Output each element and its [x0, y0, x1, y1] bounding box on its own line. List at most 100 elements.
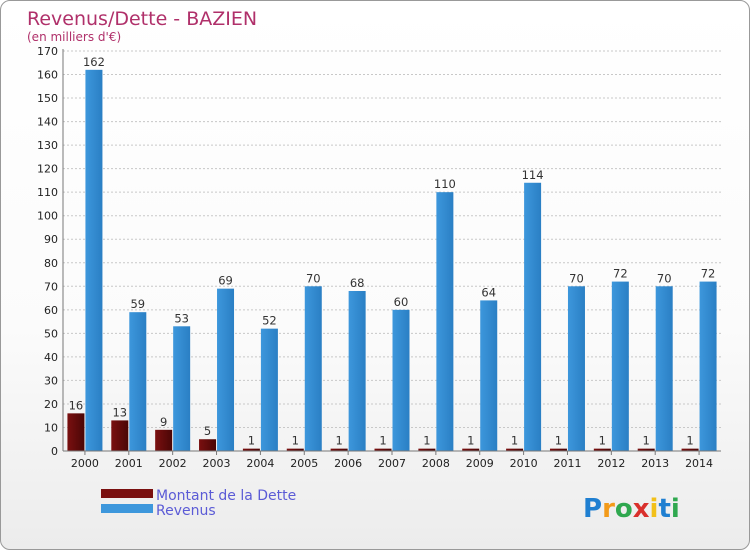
y-tick-label: 150 — [37, 92, 58, 105]
bar-dette — [155, 429, 173, 451]
bar-revenus — [699, 281, 717, 451]
y-tick-label: 100 — [37, 210, 58, 223]
data-label-dette: 1 — [292, 434, 299, 448]
data-label-dette: 1 — [248, 434, 255, 448]
bar-dette — [374, 448, 392, 451]
data-label-dette: 1 — [599, 434, 606, 448]
data-label-revenus: 60 — [394, 295, 409, 309]
legend-swatch-revenus — [101, 504, 153, 513]
bar-revenus — [173, 326, 191, 451]
y-tick-label: 30 — [44, 374, 58, 387]
data-label-dette: 1 — [467, 434, 474, 448]
bar-revenus — [655, 286, 673, 451]
data-label-revenus: 70 — [569, 271, 584, 285]
bar-dette — [506, 448, 524, 451]
legend-label-revenus: Revenus — [156, 503, 216, 519]
bar-dette — [637, 448, 655, 451]
logo-letter: x — [633, 494, 650, 524]
x-tick-label: 2000 — [71, 457, 99, 470]
logo-letter: i — [671, 494, 680, 524]
data-label-dette: 1 — [555, 434, 562, 448]
bar-revenus — [85, 69, 103, 451]
gridlines — [63, 50, 721, 428]
data-label-revenus: 53 — [174, 311, 189, 325]
logo-letter: i — [650, 494, 659, 524]
data-label-revenus: 68 — [350, 276, 365, 290]
bar-revenus — [436, 192, 454, 452]
x-tick-label: 2006 — [334, 457, 362, 470]
y-tick-label: 40 — [44, 351, 58, 364]
bar-revenus — [129, 312, 147, 451]
x-tick-label: 2003 — [203, 457, 231, 470]
y-tick-label: 120 — [37, 163, 58, 176]
legend: Montant de la Dette Revenus — [101, 488, 296, 519]
y-tick-label: 170 — [37, 45, 58, 58]
bar-revenus — [392, 309, 410, 451]
data-label-dette: 16 — [69, 398, 84, 412]
data-label-revenus: 162 — [83, 55, 105, 69]
bar-revenus — [348, 291, 366, 451]
bar-dette — [462, 448, 480, 451]
y-tick-label: 110 — [37, 186, 58, 199]
data-label-dette: 1 — [511, 434, 518, 448]
x-tick-label: 2008 — [422, 457, 450, 470]
x-tick-label: 2013 — [641, 457, 669, 470]
bar-dette — [242, 448, 260, 451]
axes — [62, 49, 721, 452]
y-tick-label: 140 — [37, 116, 58, 129]
logo-letter: r — [602, 494, 615, 524]
bar-revenus — [260, 328, 278, 451]
bar-dette — [199, 439, 217, 451]
bar-revenus — [567, 286, 585, 451]
chart-title: Revenus/Dette - BAZIEN — [27, 8, 257, 30]
y-tick-label: 10 — [44, 421, 58, 434]
y-tick-label: 0 — [51, 445, 58, 458]
x-tick-label: 2014 — [685, 457, 713, 470]
bar-revenus — [217, 288, 235, 451]
y-tick-label: 160 — [37, 69, 58, 82]
data-label-revenus: 110 — [434, 177, 456, 191]
data-label-revenus: 72 — [613, 267, 628, 281]
data-label-dette: 5 — [204, 424, 211, 438]
bar-revenus — [480, 300, 498, 451]
data-label-dette: 1 — [379, 434, 386, 448]
bar-dette — [67, 413, 85, 451]
bar-dette — [593, 448, 611, 451]
bar-dette — [111, 420, 129, 451]
x-tick-label: 2007 — [378, 457, 406, 470]
bar-dette — [681, 448, 699, 451]
bars: 16 162 13 59 9 53 5 69 1 52 1 70 1 68 1 60 1 110 1 64 1 114 1 7… — [67, 55, 717, 452]
bar-dette — [330, 448, 348, 451]
x-tick-label: 2012 — [597, 457, 625, 470]
bar-revenus — [524, 182, 542, 451]
y-tick-label: 80 — [44, 257, 58, 270]
y-tick-label: 20 — [44, 398, 58, 411]
bar-revenus — [304, 286, 322, 451]
x-tick-label: 2001 — [115, 457, 143, 470]
data-label-revenus: 64 — [481, 285, 496, 299]
bar-dette — [549, 448, 567, 451]
y-tick-label: 50 — [44, 327, 58, 340]
legend-swatch-dette — [101, 489, 153, 498]
data-label-revenus: 59 — [130, 297, 145, 311]
x-axis-ticks: 2000 2001 2002 2003 2004 2005 2006 2007 2008 2009… — [71, 451, 713, 470]
x-tick-label: 2011 — [553, 457, 581, 470]
x-tick-label: 2004 — [246, 457, 274, 470]
data-label-revenus: 72 — [701, 267, 716, 281]
data-label-dette: 1 — [423, 434, 430, 448]
bar-dette — [418, 448, 436, 451]
y-axis-ticks: 0 10 20 30 40 50 60 70 80 90 100 110 120 130 140 150 160… — [37, 45, 58, 458]
bar-dette — [286, 448, 304, 451]
x-tick-label: 2005 — [290, 457, 318, 470]
x-tick-label: 2002 — [159, 457, 187, 470]
bar-revenus — [611, 281, 629, 451]
y-tick-label: 60 — [44, 304, 58, 317]
data-label-dette: 1 — [335, 434, 342, 448]
data-label-dette: 1 — [643, 434, 650, 448]
data-label-dette: 13 — [112, 405, 127, 419]
x-tick-label: 2009 — [466, 457, 494, 470]
legend-label-dette: Montant de la Dette — [156, 488, 296, 504]
data-label-revenus: 114 — [522, 168, 544, 182]
